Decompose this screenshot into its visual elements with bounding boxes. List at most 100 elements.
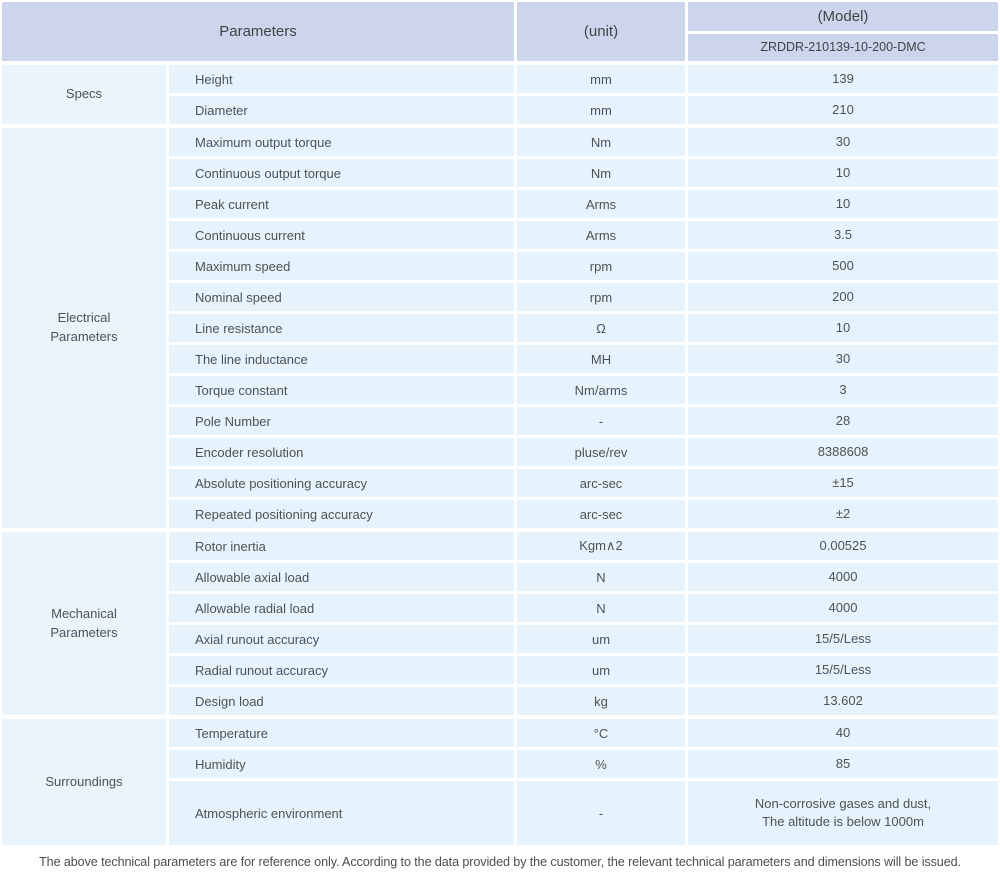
unit-cell: %	[517, 750, 685, 778]
value-text: 3	[839, 381, 847, 397]
unit-cell: N	[517, 594, 685, 622]
parameter-cell: Atmospheric environment	[169, 781, 514, 845]
value-cell: 8388608	[688, 438, 998, 466]
unit-cell: °C	[517, 719, 685, 747]
value-text: 13.602	[823, 692, 863, 708]
table-header: Parameters (unit) (Model) ZRDDR-210139-1…	[2, 2, 998, 61]
section-label: Surroundings	[45, 773, 123, 789]
unit-cell: -	[517, 781, 685, 845]
parameter-cell: Continuous output torque	[169, 159, 514, 187]
table-row: Allowable radial load N 4000	[169, 594, 998, 622]
value-cell: 200	[688, 283, 998, 311]
value-text: 10	[835, 195, 851, 211]
value-cell: 0.00525	[688, 532, 998, 560]
unit-cell: Nm/arms	[517, 376, 685, 404]
footer-note: The above technical parameters are for r…	[39, 855, 961, 869]
value-cell: 3.5	[688, 221, 998, 249]
value-cell: ±15	[688, 469, 998, 497]
table-row: Maximum speed rpm 500	[169, 252, 998, 280]
parameter-cell: Pole Number	[169, 407, 514, 435]
value-cell: 13.602	[688, 687, 998, 715]
parameter-cell: Maximum speed	[169, 252, 514, 280]
value-text: 40	[835, 724, 851, 740]
section-rows: Height mm 139 Diameter mm 210	[169, 65, 998, 124]
table-body: Specs Height mm 139 Diameter mm 210 Electrical …	[2, 65, 998, 845]
parameter-cell: Diameter	[169, 96, 514, 124]
parameter-cell: Height	[169, 65, 514, 93]
model-number-cell: ZRDDR-210139-10-200-DMC	[688, 33, 998, 61]
section-label-cell: Surroundings	[2, 719, 166, 845]
parameter-cell: Rotor inertia	[169, 532, 514, 560]
value-cell: 10	[688, 159, 998, 187]
spec-table: Parameters (unit) (Model) ZRDDR-210139-1…	[2, 2, 998, 845]
model-header-cell: (Model)	[688, 2, 998, 31]
value-text: 0.00525	[819, 537, 867, 553]
model-header-stack: (Model) ZRDDR-210139-10-200-DMC	[688, 2, 998, 61]
section-rows: Maximum output torque Nm 30 Continuous outp…	[169, 128, 998, 528]
parameter-cell: Design load	[169, 687, 514, 715]
unit-cell: N	[517, 563, 685, 591]
value-text: 15/5/Less	[814, 661, 872, 677]
value-cell: 85	[688, 750, 998, 778]
value-text: 28	[835, 412, 851, 428]
section-electrical-parameters: Electrical Parameters Maximum output torq…	[2, 128, 998, 528]
table-row: Atmospheric environment - Non-corrosive ga…	[169, 781, 998, 845]
value-text: ±15	[832, 474, 854, 490]
table-row: Axial runout accuracy um 15/5/Less	[169, 625, 998, 653]
unit-cell: arc-sec	[517, 500, 685, 528]
unit-header-cell: (unit)	[517, 2, 685, 61]
parameter-cell: Radial runout accuracy	[169, 656, 514, 684]
table-row: Diameter mm 210	[169, 96, 998, 124]
unit-cell: Nm	[517, 128, 685, 156]
value-cell: 15/5/Less	[688, 656, 998, 684]
value-cell: ±2	[688, 500, 998, 528]
value-text: 30	[835, 133, 851, 149]
table-row: Humidity% 85	[169, 750, 998, 778]
table-row: Allowable axial load N 4000	[169, 563, 998, 591]
value-cell: 10	[688, 314, 998, 342]
value-text: 4000	[828, 599, 858, 615]
parameter-cell: Nominal speed	[169, 283, 514, 311]
unit-cell: rpm	[517, 283, 685, 311]
section-rows: Temperature °C 40 Humidity% 85 Atmospheric en…	[169, 719, 998, 845]
unit-cell: Arms	[517, 221, 685, 249]
value-text: 10	[835, 164, 851, 180]
unit-cell: Ω	[517, 314, 685, 342]
table-row: Pole Number - 28	[169, 407, 998, 435]
section-label: Specs	[65, 86, 103, 102]
value-cell: 30	[688, 128, 998, 156]
value-text: 210	[832, 101, 854, 117]
model-number: ZRDDR-210139-10-200-DMC	[760, 40, 926, 55]
unit-cell: mm	[517, 96, 685, 124]
value-text: 3.5	[833, 226, 853, 242]
table-row: Absolute positioning accuracy arc-sec ±15	[169, 469, 998, 497]
parameter-cell: The line inductance	[169, 345, 514, 373]
value-text: 15/5/Less	[814, 630, 872, 646]
parameters-header-cell: Parameters	[2, 2, 514, 61]
model-header-label: (Model)	[817, 7, 869, 25]
value-text: 30	[835, 350, 851, 366]
unit-header-label: (unit)	[583, 23, 619, 40]
section-label: Electrical Parameters	[50, 310, 118, 344]
unit-cell: Nm	[517, 159, 685, 187]
table-row: Repeated positioning accuracy arc-sec ±2	[169, 500, 998, 528]
section-rows: Rotor inertia Kgm∧2 0.00525 Allowable axial…	[169, 532, 998, 715]
value-text: ±2	[835, 505, 851, 521]
unit-cell: mm	[517, 65, 685, 93]
value-cell: Non-corrosive gases and dust, The altitud…	[688, 781, 998, 845]
unit-cell: Arms	[517, 190, 685, 218]
section-label-cell: Electrical Parameters	[2, 128, 166, 528]
parameter-cell: Allowable axial load	[169, 563, 514, 591]
value-cell: 30	[688, 345, 998, 373]
table-row: Continuous current Arms 3.5	[169, 221, 998, 249]
table-row: Radial runout accuracy um 15/5/Less	[169, 656, 998, 684]
table-row: Peak current Arms 10	[169, 190, 998, 218]
value-cell: 4000	[688, 563, 998, 591]
section-label: Mechanical Parameters	[50, 605, 118, 640]
parameter-cell: Repeated positioning accuracy	[169, 500, 514, 528]
value-cell: 15/5/Less	[688, 625, 998, 653]
value-text: 200	[832, 288, 854, 304]
table-row: Line resistance Ω 10	[169, 314, 998, 342]
parameter-cell: Continuous current	[169, 221, 514, 249]
value-cell: 40	[688, 719, 998, 747]
